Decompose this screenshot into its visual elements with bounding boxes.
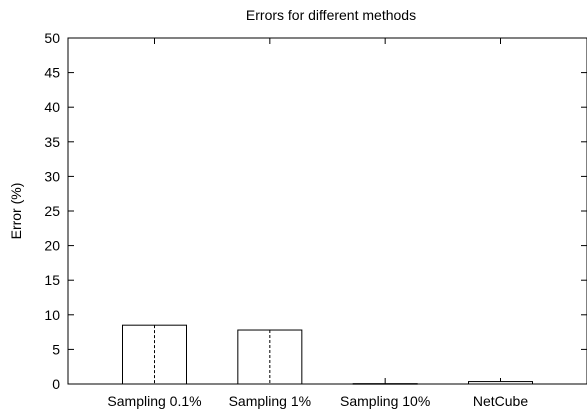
bar xyxy=(352,383,418,385)
y-axis-ticks: 0 5 10 15 20 25 30 35 40 45 50 xyxy=(44,30,587,392)
y-tick-label: 25 xyxy=(44,203,60,219)
y-tick-label: 10 xyxy=(44,307,60,323)
y-tick-label: 5 xyxy=(52,341,60,357)
bar xyxy=(122,324,187,385)
bars xyxy=(122,324,533,385)
x-tick-label: NetCube xyxy=(473,393,528,409)
x-tick-label: Sampling 0.1% xyxy=(107,393,201,409)
y-tick-label: 30 xyxy=(44,168,60,184)
y-tick-label: 50 xyxy=(44,30,60,46)
y-tick-label: 35 xyxy=(44,134,60,150)
x-tick-label: Sampling 10% xyxy=(340,393,430,409)
x-tick-label: Sampling 1% xyxy=(229,393,312,409)
y-tick-label: 20 xyxy=(44,238,60,254)
chart-title: Errors for different methods xyxy=(246,7,416,23)
y-tick-label: 0 xyxy=(52,376,60,392)
y-tick-label: 45 xyxy=(44,65,60,81)
bar xyxy=(468,381,533,385)
y-axis-label: Error (%) xyxy=(8,183,24,240)
y-tick-label: 15 xyxy=(44,272,60,288)
y-tick-label: 40 xyxy=(44,99,60,115)
x-axis-ticks: Sampling 0.1% Sampling 1% Sampling 10% NetC… xyxy=(107,38,528,409)
